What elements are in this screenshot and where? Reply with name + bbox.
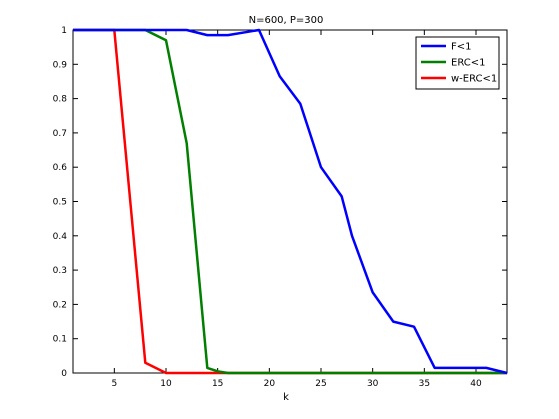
x-tick-label: 5 (111, 379, 117, 389)
series-line-0 (73, 28, 508, 375)
series-group (73, 28, 508, 375)
y-tick-label: 0.9 (53, 60, 68, 70)
y-tick-label: 0.4 (53, 232, 68, 242)
y-tick-label: 0.1 (53, 335, 67, 345)
legend-label: w-ERC<1 (451, 74, 497, 85)
y-tick-label: 0.6 (53, 163, 68, 173)
legend-label: ERC<1 (451, 58, 486, 69)
x-tick-label: 35 (419, 379, 430, 389)
y-tick-label: 1 (61, 26, 67, 36)
x-axis-label: k (283, 392, 289, 403)
y-tick-label: 0.2 (53, 300, 67, 310)
y-tick-label: 0.8 (53, 95, 68, 105)
x-tick-label: 30 (367, 379, 379, 389)
legend-label: F<1 (451, 42, 472, 53)
x-tick-label: 20 (264, 379, 276, 389)
legend: F<1 ERC<1 w-ERC<1 (415, 36, 500, 90)
x-tick-label: 25 (315, 379, 326, 389)
y-tick-label: 0 (61, 369, 67, 379)
x-tick-label: 15 (212, 379, 223, 389)
y-tick-label: 0.7 (53, 129, 67, 139)
axis-ticks: 5 10 15 20 25 30 35 40 0 0.1 0.2 0.3 0.4 0.5 0.6 0.7 0.8… (53, 26, 507, 389)
x-tick-label: 40 (470, 379, 482, 389)
chart-title: N=600, P=300 (249, 15, 324, 26)
y-tick-label: 0.5 (53, 198, 67, 208)
y-tick-label: 0.3 (53, 266, 67, 276)
x-tick-label: 10 (160, 379, 172, 389)
